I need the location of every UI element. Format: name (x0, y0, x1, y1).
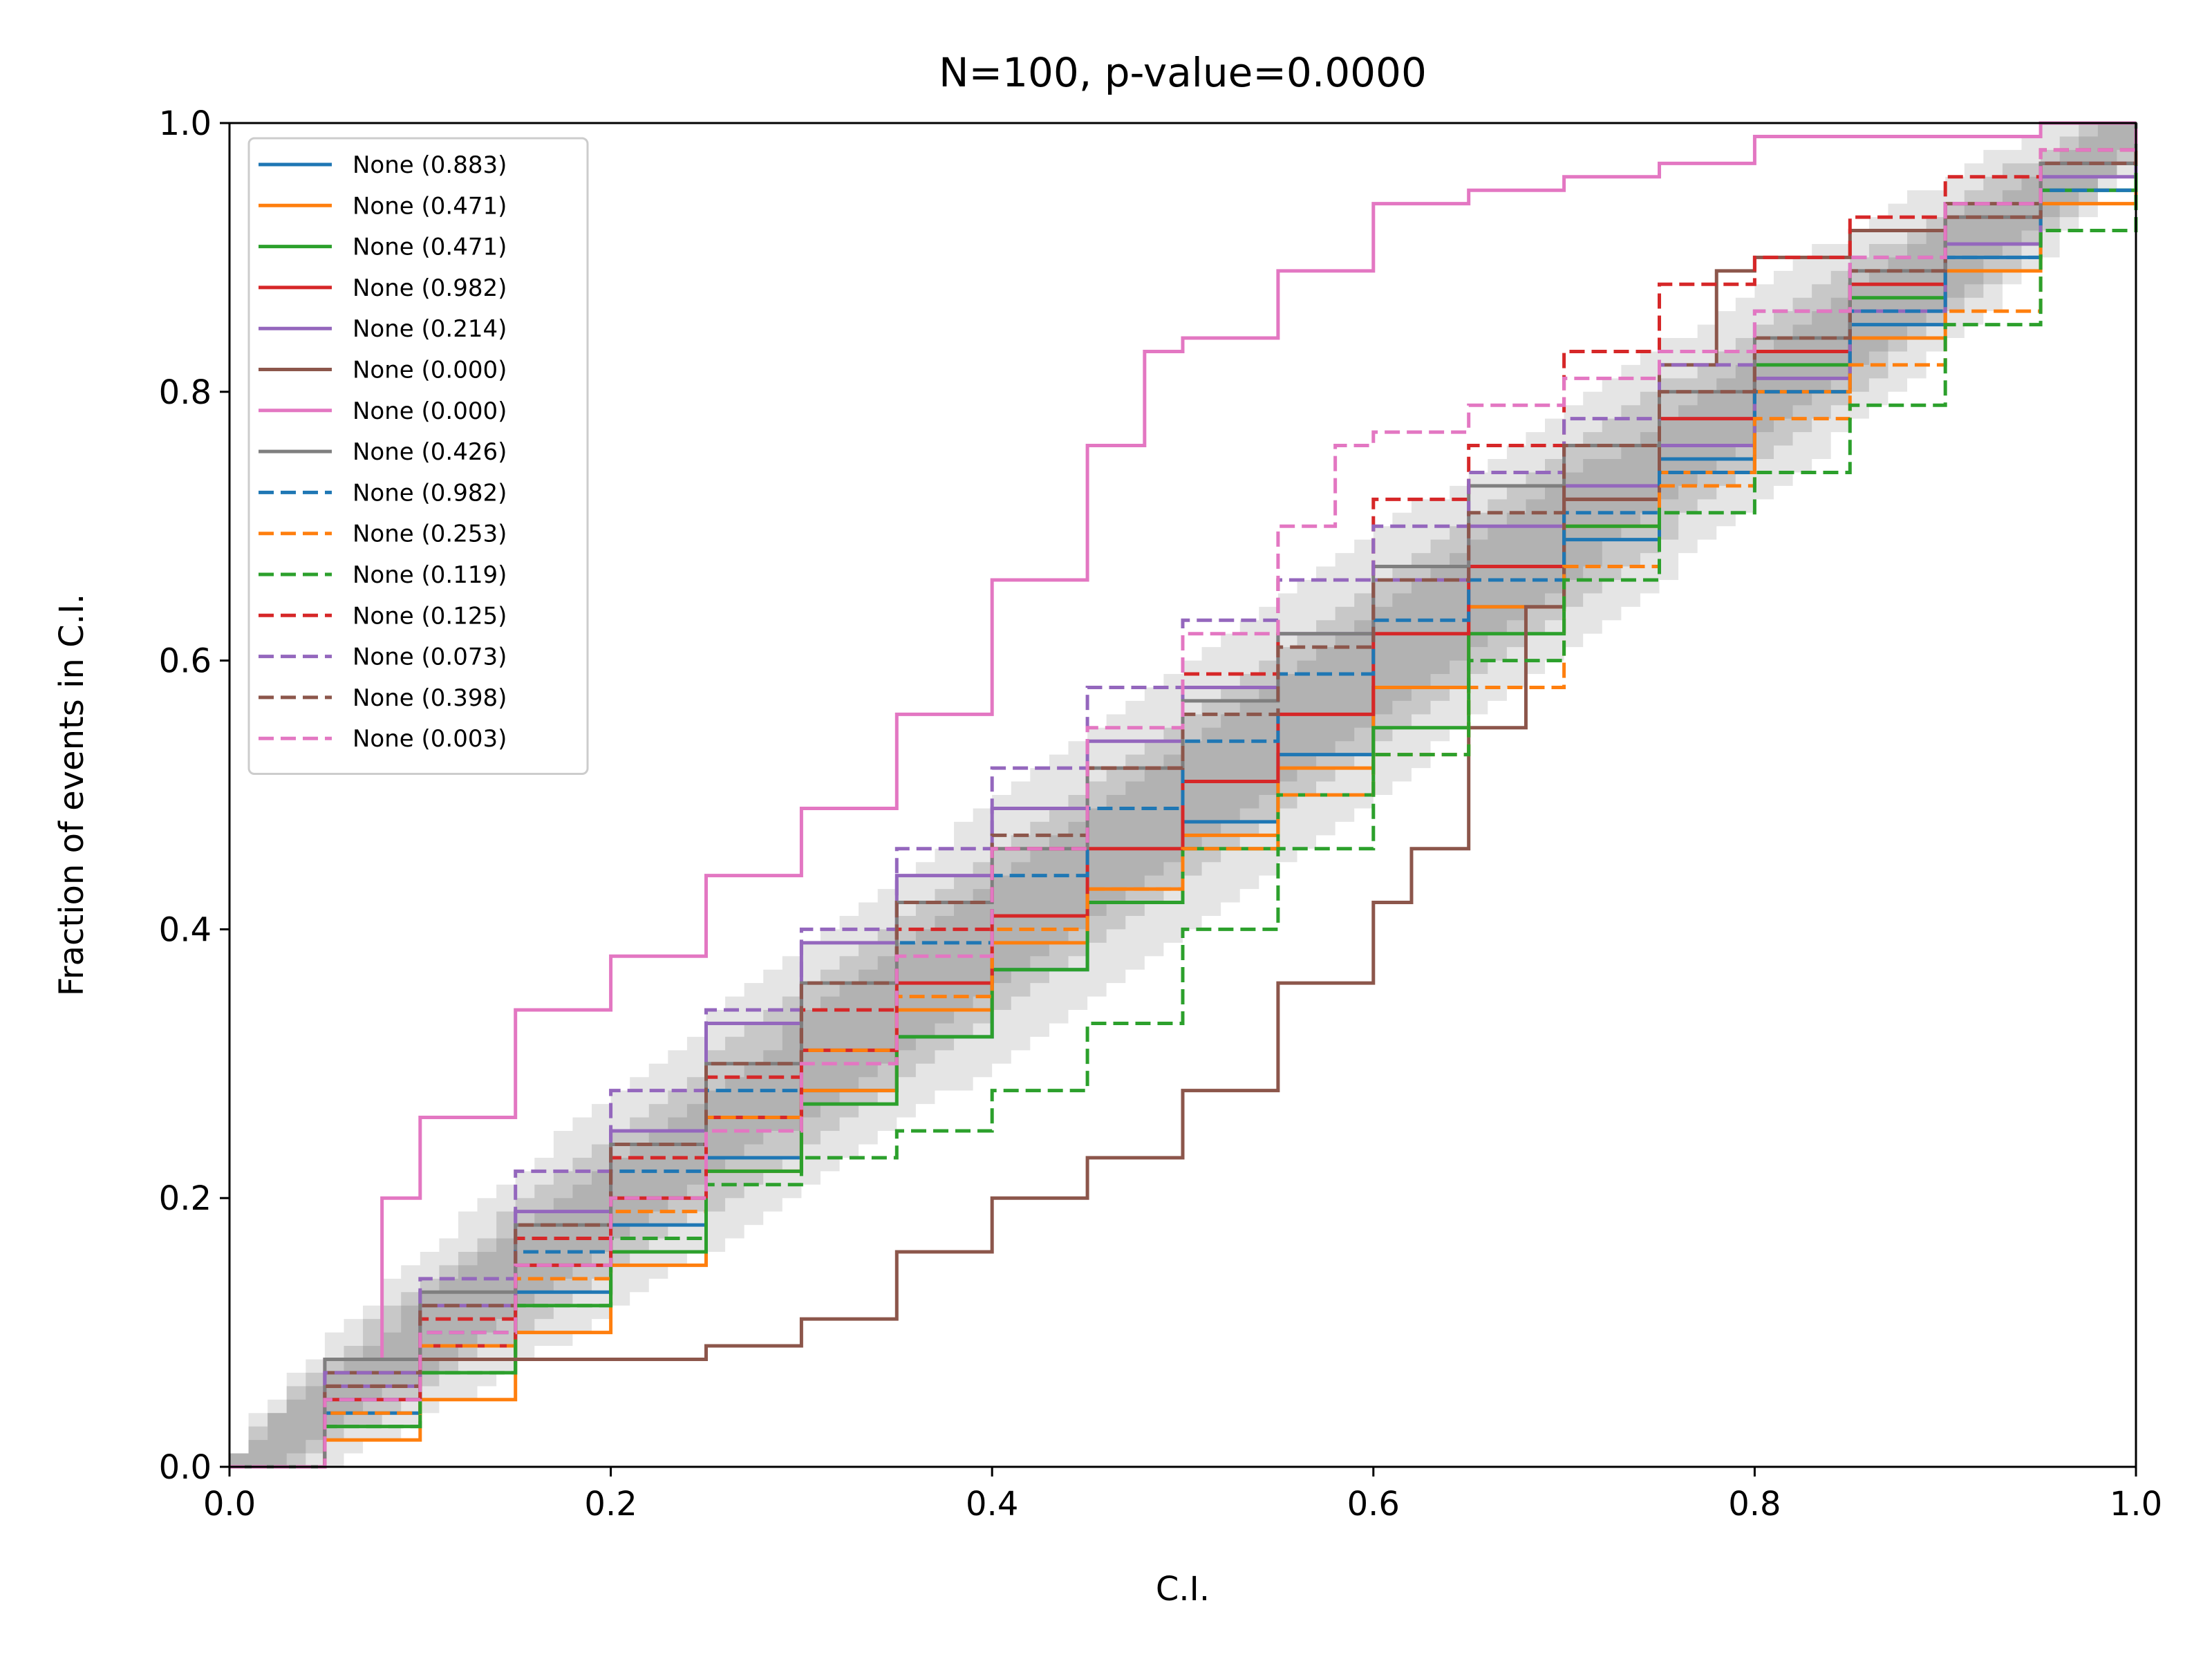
legend-label-9: None (0.253) (353, 521, 507, 548)
chart-title: N=100, p-value=0.0000 (939, 49, 1427, 96)
y-tick-label: 0.6 (159, 642, 212, 681)
legend-label-10: None (0.119) (353, 561, 507, 589)
y-tick-label: 0.8 (159, 373, 212, 412)
series-line-11 (229, 123, 2138, 1469)
legend-label-11: None (0.125) (353, 602, 507, 630)
y-tick-label: 0.4 (159, 910, 212, 949)
legend-label-12: None (0.073) (353, 644, 507, 671)
legend-label-5: None (0.000) (353, 357, 507, 384)
legend-label-3: None (0.982) (353, 274, 507, 302)
x-axis-label: C.I. (1156, 1570, 1210, 1609)
series-line-10 (229, 123, 2138, 1469)
x-tick-label: 0.4 (966, 1485, 1018, 1524)
x-tick-label: 0.6 (1347, 1485, 1400, 1524)
legend-label-13: None (0.398) (353, 684, 507, 712)
series-line-14 (229, 123, 2138, 1469)
legend: None (0.883) None (0.471) None (0.471) None… (247, 137, 589, 775)
y-axis-label: Fraction of events in C.I. (53, 594, 91, 997)
x-tick-label: 1.0 (2110, 1485, 2162, 1524)
legend-label-6: None (0.000) (353, 397, 507, 425)
legend-box (247, 137, 589, 775)
x-tick-label: 0.0 (203, 1485, 256, 1524)
y-tick-label: 0.0 (159, 1448, 212, 1487)
legend-label-0: None (0.883) (353, 151, 507, 179)
series-line-9 (229, 123, 2138, 1469)
legend-label-7: None (0.426) (353, 438, 507, 466)
y-tick-label: 1.0 (159, 104, 212, 143)
axis-ticks: 0.0 0.2 0.4 0.6 0.8 1.0 0.0 0.2 0.4 0.6 0.8 1.0 (159, 104, 2163, 1524)
series-line-6 (229, 121, 2136, 1469)
y-tick-label: 0.2 (159, 1179, 212, 1218)
series-lines (229, 121, 2138, 1469)
x-tick-label: 0.8 (1728, 1485, 1781, 1524)
legend-label-1: None (0.471) (353, 192, 507, 220)
legend-label-4: None (0.214) (353, 315, 507, 343)
legend-label-8: None (0.982) (353, 479, 507, 507)
plot-frame (228, 122, 2137, 1468)
legend-label-14: None (0.003) (353, 725, 507, 753)
x-tick-label: 0.2 (584, 1485, 637, 1524)
legend-label-2: None (0.471) (353, 234, 507, 261)
